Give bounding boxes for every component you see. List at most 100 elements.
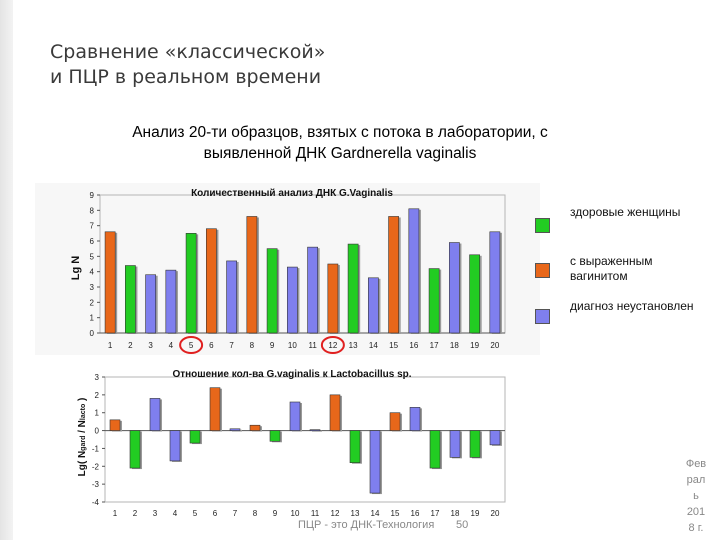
legend-swatch-orange [535,263,550,278]
slide-title-line-2: и ПЦР в реальном времени [50,66,322,88]
x-tick-label: 13 [351,509,360,518]
footer-page-number: 50 [456,519,469,531]
y-tick-label: 6 [90,237,95,246]
chart-ratio: Отношение кол-ва G.vaginalis к Lactobaci… [77,369,506,518]
x-tick-label: 18 [450,341,459,350]
bar [229,428,241,431]
y-tick-label: 4 [90,268,95,277]
x-tick-label: 1 [108,341,113,350]
slide-title-line-1: Сравнение «классической» [50,41,326,63]
bar [489,231,501,334]
plot-area [104,376,506,503]
bar [287,266,298,334]
y-tick-label: 1 [95,409,100,418]
legend-label-vaginitis: с выраженным вагинитом [570,254,653,283]
x-tick-label: 8 [253,509,258,518]
x-tick-label: 12 [328,341,337,350]
bar [469,430,481,458]
bar [469,254,480,334]
y-tick-label: 2 [90,298,95,307]
y-tick-label: 8 [90,206,95,215]
x-tick-label: 17 [431,509,440,518]
x-tick-label: 6 [213,509,218,518]
legend-label-healthy: здоровые женщины [570,205,681,219]
slide-left-bar [0,0,13,540]
x-tick-label: 15 [389,341,398,350]
bar [109,419,121,431]
footer-date-line: рал [686,474,706,486]
x-tick-label: 9 [270,341,275,350]
x-tick-label: 8 [250,341,255,350]
bar [185,233,197,334]
bar [289,401,301,431]
bar [129,430,141,469]
x-tick-label: 6 [209,341,214,350]
slide-title: Сравнение «классической» и ПЦР в реально… [50,40,325,90]
x-tick-label: 10 [288,341,297,350]
bar [125,265,136,334]
bar [489,430,501,446]
legend-swatch-blue [535,309,550,324]
chart-title: Количественный анализ ДНК G.Vaginalis [191,188,393,199]
x-tick-label: 13 [349,341,358,350]
x-tick-label: 2 [133,509,138,518]
bar [408,208,420,334]
subtitle-line-2: выявленной ДНК Gardnerella vaginalis [203,145,477,162]
footer-date-line: 201 [686,506,706,518]
bar [189,430,201,444]
subtitle-line-1: Анализ 20-ти образцов, взятых с потока в… [132,124,548,141]
bar [429,430,441,469]
y-tick-label: 3 [90,283,95,292]
bar [369,430,381,494]
x-tick-label: 16 [411,509,420,518]
chart-title: Отношение кол-ва G.vaginalis к Lactobaci… [172,369,411,380]
bar [266,248,278,334]
x-tick-label: 11 [308,341,317,350]
y-tick-label: 0 [90,329,95,338]
bar [449,242,460,334]
footer-date-line: 8 г. [688,522,704,534]
x-tick-label: 20 [490,341,499,350]
x-tick-label: 19 [470,341,479,350]
x-tick-label: 5 [189,341,194,350]
y-tick-label: 5 [90,252,95,261]
x-tick-label: 3 [153,509,158,518]
y-tick-label: 0 [95,427,100,436]
slide-subtitle: Анализ 20-ти образцов, взятых с потока в… [60,122,620,164]
bar [349,430,361,464]
bar [409,407,421,431]
bar [226,260,237,334]
bar [145,274,156,334]
bar [449,430,461,458]
bar [307,246,318,334]
x-tick-label: 4 [169,341,174,350]
bar [209,387,221,431]
x-tick-label: 10 [291,509,300,518]
x-tick-label: 4 [173,509,178,518]
x-tick-label: 14 [369,341,378,350]
bar [165,269,177,334]
footer-text: ПЦР - это ДНК-Технология [298,519,435,531]
bar [388,216,399,334]
bar [309,429,321,431]
footer-date: Фев рал ь 201 8 г. [676,456,716,536]
x-tick-label: 2 [128,341,133,350]
bar [428,268,440,334]
x-tick-label: 5 [193,509,198,518]
y-tick-label: 7 [90,222,95,231]
bar [249,424,261,431]
x-tick-label: 12 [331,509,340,518]
chart-lgn: Количественный анализ ДНК G.Vaginalis Lg … [70,188,506,354]
bar [104,231,116,334]
bar [269,430,281,442]
bar [389,412,401,431]
bar [149,398,161,431]
x-tick-label: 7 [229,341,234,350]
bar [327,263,339,334]
x-tick-label: 17 [430,341,439,350]
legend-swatch-green [535,218,550,233]
y-tick-label: 2 [95,391,100,400]
y-tick-label: -2 [92,462,100,471]
bar [329,394,341,431]
plot-area [99,194,506,334]
